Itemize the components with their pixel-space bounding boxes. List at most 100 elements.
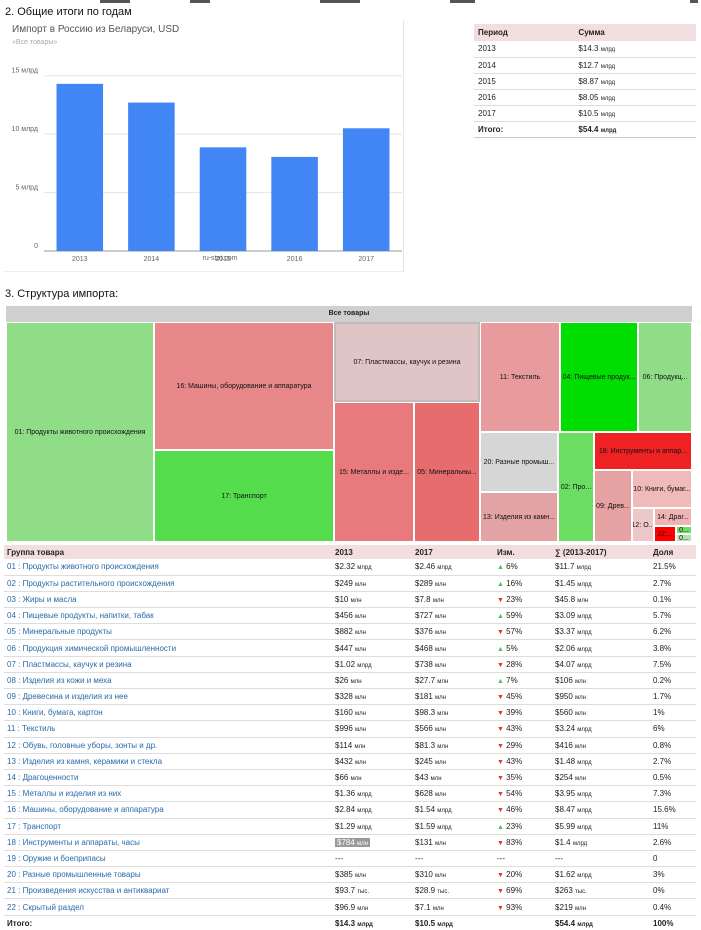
group-name[interactable]: 11 : Текстиль <box>4 720 332 738</box>
treemap-cell[interactable]: 20: Разные промыш... <box>480 432 558 492</box>
group-name[interactable]: 20 : Разные промышленные товары <box>4 866 332 884</box>
group-name[interactable]: 03 : Жиры и масла <box>4 591 332 609</box>
group-link[interactable]: 06 : Продукция химической промышленности <box>7 643 177 653</box>
value-2017: $43 млн <box>412 769 494 787</box>
group-link[interactable]: 17 : Транспорт <box>7 821 62 831</box>
group-link[interactable]: 09 : Древесина и изделия из нее <box>7 692 128 702</box>
group-name[interactable]: 12 : Обувь, головные уборы, зонты и др. <box>4 737 332 754</box>
treemap-cell[interactable]: 22:... <box>654 526 676 542</box>
group-name[interactable]: 05 : Минеральные продукты <box>4 623 332 641</box>
group-row: 02 : Продукты растительного происхождени… <box>4 575 696 592</box>
arrow-down-icon: ▼ <box>497 872 504 880</box>
group-link[interactable]: 21 : Произведения искусства и антиквариа… <box>7 886 170 896</box>
group-link[interactable]: 19 : Оружие и боеприпасы <box>7 853 106 863</box>
total-cell: $1.48 млрд <box>552 753 650 770</box>
treemap-cell[interactable]: 12: О... <box>632 508 654 542</box>
treemap-cell[interactable]: 10: Книги, бумаг... <box>632 470 692 508</box>
treemap-cell[interactable]: 13: Изделия из камн... <box>480 492 558 542</box>
y-tick-label: 15 млрд <box>12 68 38 75</box>
group-name[interactable]: 04 : Пищевые продукты, напитки, табак <box>4 607 332 625</box>
group-name[interactable]: 01 : Продукты животного происхождения <box>4 559 332 576</box>
value-2013: $456 млн <box>332 607 412 625</box>
share-cell: 0.2% <box>650 672 696 690</box>
group-link[interactable]: 16 : Машины, оборудование и аппаратура <box>7 805 164 815</box>
bar-2014 <box>128 102 175 251</box>
group-row: 09 : Древесина и изделия из нее $328 млн $… <box>4 688 696 706</box>
group-link[interactable]: 11 : Текстиль <box>7 724 56 734</box>
group-link[interactable]: 14 : Драгоценности <box>7 773 79 783</box>
group-link[interactable]: 03 : Жиры и масла <box>7 594 77 604</box>
value-2017: $245 млн <box>412 753 494 770</box>
group-name[interactable]: 18 : Инструменты и аппараты, часы <box>4 834 332 851</box>
treemap-cell[interactable]: 06: Продукц... <box>638 322 692 432</box>
treemap-cell[interactable]: 16: Машины, оборудование и аппаратура <box>154 322 334 450</box>
group-name[interactable]: 10 : Книги, бумага, картон <box>4 704 332 722</box>
total-label: Итого: <box>4 915 332 930</box>
treemap-cell[interactable]: 01: Продукты животного происхождения <box>6 322 154 542</box>
change-cell: ▼ 54% <box>494 785 552 803</box>
treemap-cell[interactable]: 09: Древ... <box>594 470 632 542</box>
header-2013: 2013 <box>332 545 412 559</box>
treemap-cell[interactable]: 11: Текстиль <box>480 322 560 432</box>
group-name[interactable]: 19 : Оружие и боеприпасы <box>4 850 332 868</box>
group-link[interactable]: 08 : Изделия из кожи и меха <box>7 675 112 685</box>
share-cell: 0.5% <box>650 769 696 787</box>
value-2013: $2.32 млрд <box>332 559 412 576</box>
treemap-cell[interactable]: 18: Инструменты и аппар... <box>594 432 692 470</box>
group-row: 04 : Пищевые продукты, напитки, табак $45… <box>4 607 696 625</box>
treemap-cell[interactable]: 0... <box>676 534 692 542</box>
value-2017: $566 млн <box>412 720 494 738</box>
treemap-cell[interactable]: 02: Про... <box>558 432 594 542</box>
group-name[interactable]: 08 : Изделия из кожи и меха <box>4 672 332 690</box>
treemap-cell[interactable]: 07: Пластмассы, каучук и резина <box>334 322 480 402</box>
group-link[interactable]: 22 : Скрытый раздел <box>7 902 84 912</box>
arrow-up-icon: ▲ <box>497 564 504 572</box>
group-name[interactable]: 22 : Скрытый раздел <box>4 898 332 916</box>
group-link[interactable]: 13 : Изделия из камня, керамики и стекла <box>7 756 163 766</box>
highlighted-value: $784 млн <box>335 837 370 847</box>
treemap-cell[interactable]: 05: Минеральны... <box>414 402 480 542</box>
treemap-cell[interactable]: 17: Транспорт <box>154 450 334 542</box>
value-2013: $784 млн <box>332 834 412 851</box>
group-name[interactable]: 17 : Транспорт <box>4 818 332 835</box>
total-cell: $416 млн <box>552 737 650 754</box>
value-2013: $882 млн <box>332 623 412 641</box>
group-name[interactable]: 16 : Машины, оборудование и аппаратура <box>4 801 332 819</box>
x-tick-label: 2015 <box>215 256 231 263</box>
group-link[interactable]: 05 : Минеральные продукты <box>7 627 112 637</box>
group-name[interactable]: 14 : Драгоценности <box>4 769 332 787</box>
share-cell: 3.8% <box>650 639 696 657</box>
treemap-cell[interactable]: 0... <box>676 526 692 534</box>
group-name[interactable]: 15 : Металлы и изделия из них <box>4 785 332 803</box>
value-2013: $249 млн <box>332 575 412 592</box>
treemap-cell[interactable]: 04: Пищевые продук... <box>560 322 638 432</box>
group-name[interactable]: 02 : Продукты растительного происхождени… <box>4 575 332 592</box>
y-tick-label: 5 млрд <box>15 185 38 192</box>
share-cell: 0% <box>650 882 696 900</box>
group-link[interactable]: 07 : Пластмассы, каучук и резина <box>7 659 132 669</box>
group-link[interactable]: 01 : Продукты животного происхождения <box>7 562 159 572</box>
group-link[interactable]: 10 : Книги, бумага, картон <box>7 708 103 718</box>
share-cell: 6.2% <box>650 623 696 641</box>
bar-2015 <box>199 147 247 251</box>
group-row: 20 : Разные промышленные товары $385 млн $… <box>4 866 696 884</box>
group-link[interactable]: 12 : Обувь, головные уборы, зонты и др. <box>7 740 158 750</box>
treemap-cell[interactable]: 15: Металлы и изде... <box>334 402 414 542</box>
group-name[interactable]: 09 : Древесина и изделия из нее <box>4 688 332 706</box>
group-link[interactable]: 15 : Металлы и изделия из них <box>7 789 122 799</box>
treemap-cell[interactable]: 14: Драг... <box>654 508 692 526</box>
change-cell: ▼ 28% <box>494 656 552 673</box>
share-cell: 0.4% <box>650 898 696 916</box>
group-link[interactable]: 02 : Продукты растительного происхождени… <box>7 578 175 588</box>
treemap-header[interactable]: Все товары <box>6 306 692 322</box>
value-2013: $96.9 млн <box>332 898 412 916</box>
group-name[interactable]: 13 : Изделия из камня, керамики и стекла <box>4 753 332 770</box>
group-link[interactable]: 18 : Инструменты и аппараты, часы <box>7 837 140 847</box>
group-row: 17 : Транспорт $1.29 млрд $1.59 млрд ▲ 23% $… <box>4 818 696 835</box>
group-link[interactable]: 20 : Разные промышленные товары <box>7 870 141 880</box>
group-link[interactable]: 04 : Пищевые продукты, напитки, табак <box>7 611 154 621</box>
group-name[interactable]: 07 : Пластмассы, каучук и резина <box>4 656 332 673</box>
group-name[interactable]: 21 : Произведения искусства и антиквариа… <box>4 882 332 900</box>
group-name[interactable]: 06 : Продукция химической промышленности <box>4 639 332 657</box>
value-2017: $289 млн <box>412 575 494 592</box>
